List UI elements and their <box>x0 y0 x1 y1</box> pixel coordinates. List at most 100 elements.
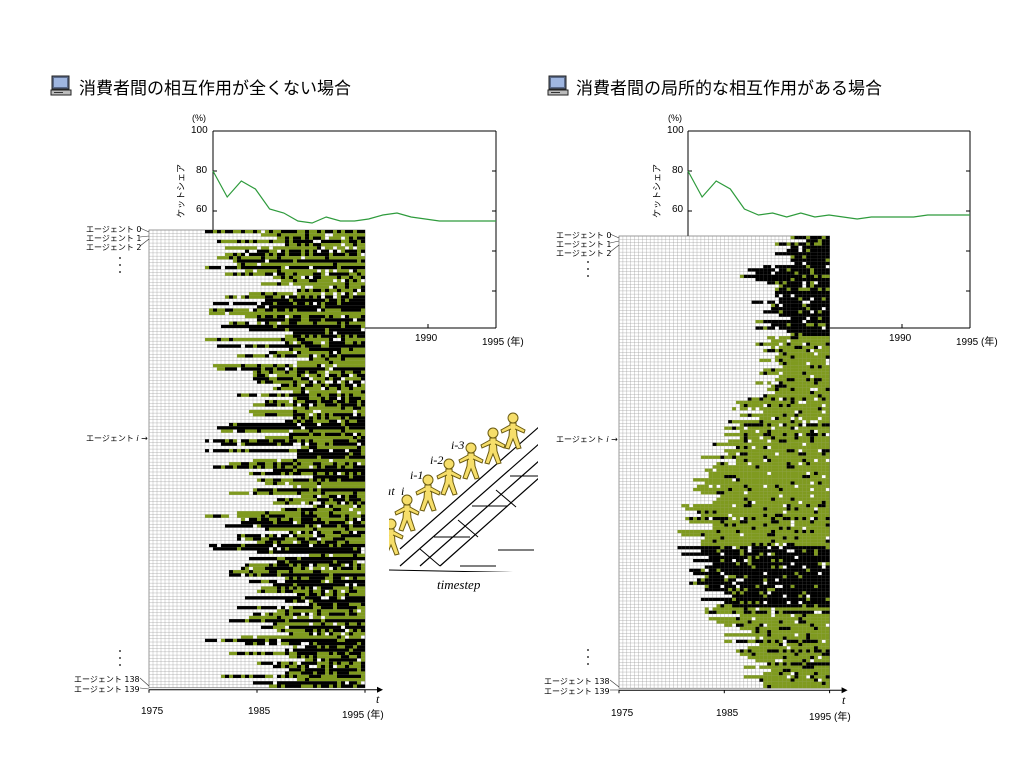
agent-cell <box>790 265 795 269</box>
agent-cell <box>297 239 301 244</box>
agent-cell <box>321 517 325 522</box>
agent-cell <box>317 439 321 443</box>
agent-cell <box>265 364 269 368</box>
agent-cell <box>775 265 779 269</box>
agent-cell <box>329 331 333 335</box>
agent-cell <box>333 455 337 459</box>
agent-cell <box>817 323 822 327</box>
agent-cell <box>301 596 305 600</box>
agent-cell <box>821 416 826 421</box>
agent-cell <box>209 514 213 518</box>
agent-cell <box>245 570 249 574</box>
agent-cell <box>361 576 365 580</box>
agent-cell <box>782 397 787 401</box>
agent-cell <box>814 465 818 469</box>
agent-cell <box>233 491 237 495</box>
agent-cell <box>321 334 325 338</box>
agent-cell <box>771 410 775 414</box>
agent-cell <box>265 400 269 404</box>
agent-cell <box>305 311 309 316</box>
agent-cell <box>349 249 353 253</box>
agent-cell <box>333 449 337 453</box>
agent-cell <box>755 319 760 324</box>
agent-cell <box>277 573 281 577</box>
agent-cell <box>759 397 764 401</box>
agent-cell <box>794 255 799 259</box>
agent-cell <box>313 498 317 502</box>
agent-cell <box>361 543 365 548</box>
agent-cell <box>217 265 221 270</box>
agent-cell <box>313 256 317 260</box>
agent-cell <box>317 491 321 495</box>
agent-cell <box>798 281 803 285</box>
agent-cell <box>775 307 779 311</box>
agent-cell <box>237 465 241 469</box>
agent-cell <box>345 344 349 348</box>
agent-cell <box>353 553 357 557</box>
agent-cell <box>810 391 814 395</box>
agent-cell <box>361 419 365 423</box>
agent-cell <box>333 661 337 665</box>
agent-cell <box>289 341 293 345</box>
agent-cell <box>249 543 253 548</box>
agent-cell <box>309 452 313 456</box>
agent-cell <box>349 400 353 404</box>
agent-cell <box>301 252 305 257</box>
agent-cell <box>293 239 297 244</box>
agent-cell <box>325 393 329 397</box>
agent-cell <box>782 445 787 450</box>
agent-cell <box>341 386 345 391</box>
agent-cell <box>349 429 353 433</box>
agent-cell <box>317 341 321 345</box>
agent-cell <box>253 491 257 495</box>
agent-cell <box>825 339 830 343</box>
agent-cell <box>349 684 353 688</box>
agent-cell <box>297 550 301 554</box>
agent-cell <box>321 396 325 401</box>
agent-cell <box>345 445 349 450</box>
agent-cell <box>321 256 325 260</box>
agent-cell <box>301 416 305 420</box>
agent-cell <box>249 230 253 234</box>
agent-cell <box>285 507 289 512</box>
agent-cell <box>349 321 353 325</box>
agent-cell <box>245 429 249 433</box>
agent-cell <box>361 311 365 316</box>
agent-cell <box>821 313 826 317</box>
agent-cell <box>261 589 265 593</box>
agent-cell <box>325 638 329 643</box>
agent-cell <box>329 386 333 391</box>
agent-cell <box>333 681 337 685</box>
agent-cell <box>277 344 281 348</box>
agent-cell <box>305 252 309 257</box>
agent-cell <box>205 449 209 453</box>
agent-cell <box>810 326 814 330</box>
agent-cell <box>341 311 345 316</box>
agent-cell <box>337 534 341 538</box>
agent-cell <box>349 243 353 247</box>
agent-cell <box>309 422 313 427</box>
agent-cell <box>289 318 293 322</box>
agent-cell <box>325 530 329 535</box>
agent-cell <box>297 514 301 518</box>
agent-cell <box>281 308 285 312</box>
agent-cell <box>353 517 357 522</box>
agent-cell <box>321 233 325 237</box>
agent-cell <box>273 563 277 567</box>
agent-cell <box>313 390 317 394</box>
agent-cell <box>305 458 309 463</box>
agent-cell <box>317 625 321 629</box>
agent-cell <box>293 560 297 564</box>
agent-cell <box>743 413 748 417</box>
agent-cell <box>755 420 760 424</box>
agent-cell <box>249 511 253 515</box>
agent-cell <box>333 318 337 322</box>
agent-cell <box>782 319 787 324</box>
agent-cell <box>297 252 301 257</box>
agent-cell <box>349 527 353 531</box>
agent-cell <box>293 422 297 427</box>
agent-cell <box>825 378 830 382</box>
agent-cell <box>317 589 321 593</box>
agent-cell <box>361 354 365 358</box>
agent-cell <box>265 298 269 302</box>
